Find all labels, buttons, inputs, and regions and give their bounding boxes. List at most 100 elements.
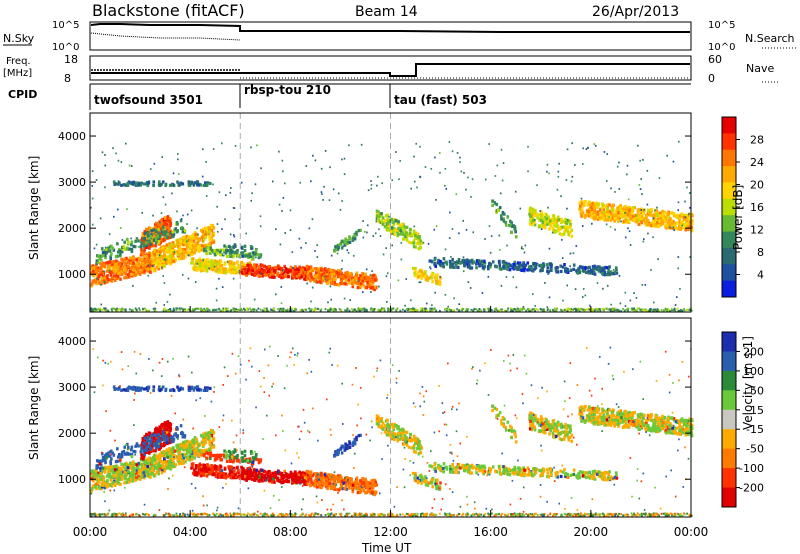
power-echo-pixel	[199, 263, 203, 267]
velocity-echo-pixel	[146, 461, 150, 465]
power-echo-pixel	[254, 248, 258, 252]
power-nearrange-pixel	[597, 308, 599, 311]
velocity-echo-pixel	[112, 470, 115, 475]
power-echo-pixel	[260, 267, 264, 272]
power-nearrange-pixel	[270, 308, 272, 311]
power-nearrange-pixel	[333, 307, 336, 310]
power-nearrange-pixel	[222, 309, 224, 312]
power-echo-pixel	[254, 268, 258, 272]
velocity-echo-pixel	[111, 467, 114, 471]
power-noise-pixel	[324, 149, 327, 152]
power-echo-pixel	[99, 262, 102, 266]
power-nearrange-pixel	[111, 307, 114, 310]
power-echo-pixel	[626, 213, 629, 217]
power-echo-pixel	[617, 209, 621, 213]
power-nearrange-pixel	[673, 308, 676, 311]
power-echo-pixel	[413, 271, 416, 275]
power-echo-pixel	[108, 267, 112, 272]
power-noise-pixel	[449, 211, 451, 214]
power-echo-pixel	[319, 270, 323, 274]
power-echo-pixel	[428, 276, 431, 280]
velocity-echo-pixel	[124, 473, 127, 477]
power-nearrange-pixel	[681, 309, 684, 312]
power-echo-pixel	[520, 268, 523, 273]
power-echo-pixel	[253, 263, 256, 267]
power-echo-pixel	[335, 282, 339, 287]
power-noise-pixel	[512, 276, 515, 279]
power-noise-pixel	[281, 210, 283, 212]
power-nearrange-pixel	[316, 307, 319, 310]
power-echo-pixel	[251, 255, 255, 259]
freq-tick-top: 18	[64, 53, 78, 66]
power-nearrange-pixel	[378, 310, 381, 313]
power-echo-pixel	[139, 265, 142, 269]
power-nearrange-pixel	[165, 309, 168, 312]
power-echo-pixel	[359, 274, 362, 278]
power-noise-pixel	[91, 170, 94, 173]
power-nearrange-pixel	[345, 310, 348, 313]
power-echo-pixel	[128, 269, 132, 273]
power-echo-pixel	[217, 248, 221, 252]
power-echo-pixel	[227, 244, 231, 248]
power-noise-pixel	[591, 222, 593, 225]
cpid-mode-tau: tau (fast) 503	[394, 93, 487, 107]
power-nearrange-pixel	[285, 309, 288, 312]
power-echo-pixel	[353, 237, 357, 241]
power-echo-pixel	[135, 258, 139, 262]
power-echo-pixel	[591, 202, 594, 206]
power-nearrange-pixel	[226, 307, 229, 310]
power-echo-pixel	[280, 267, 284, 271]
power-echo-pixel	[540, 224, 544, 228]
power-echo-pixel	[193, 251, 197, 255]
cpid-label: CPID	[8, 88, 37, 101]
power-nearrange-pixel	[419, 309, 422, 312]
velocity-echo-pixel	[99, 472, 103, 476]
power-echo-pixel	[165, 247, 169, 251]
power-nearrange-pixel	[320, 308, 323, 311]
power-echo-pixel	[236, 261, 239, 265]
power-nearrange-pixel	[220, 309, 223, 312]
power-nearrange-pixel	[308, 307, 311, 310]
power-noise-pixel	[329, 285, 332, 288]
power-echo-pixel	[233, 243, 237, 247]
power-echo-pixel	[306, 268, 310, 272]
power-echo-pixel	[143, 237, 147, 241]
power-echo-pixel	[264, 273, 267, 277]
power-echo-pixel	[468, 262, 471, 266]
power-noise-pixel	[308, 227, 311, 230]
velocity-echo-pixel	[131, 473, 135, 477]
power-noise-pixel	[186, 240, 188, 243]
power-noise-pixel	[570, 180, 573, 183]
power-echo-pixel	[253, 273, 256, 277]
velocity-echo-pixel	[146, 457, 149, 461]
power-nearrange-pixel	[382, 308, 385, 311]
power-noise-pixel	[279, 243, 282, 246]
power-nearrange-pixel	[387, 309, 390, 312]
power-echo-pixel	[200, 228, 203, 233]
power-echo-pixel	[658, 218, 661, 222]
power-noise-pixel	[108, 269, 111, 272]
power-noise-pixel	[197, 233, 200, 236]
power-noise-pixel	[386, 300, 388, 303]
power-echo-pixel	[398, 232, 402, 236]
power-echo-pixel	[183, 229, 187, 233]
power-nearrange-pixel	[536, 308, 539, 311]
power-echo-pixel	[160, 237, 163, 242]
power-echo-pixel	[229, 270, 233, 275]
power-nearrange-pixel	[286, 308, 289, 311]
power-echo-pixel	[164, 220, 167, 224]
power-echo-pixel	[592, 215, 596, 220]
power-echo-pixel	[115, 262, 118, 267]
power-echo-pixel	[248, 252, 251, 257]
power-echo-pixel	[607, 267, 610, 272]
power-echo-pixel	[134, 266, 138, 270]
power-echo-pixel	[207, 262, 211, 267]
power-nearrange-pixel	[355, 310, 358, 313]
power-echo-pixel	[114, 269, 118, 274]
velocity-echo-pixel	[113, 470, 117, 475]
power-echo-pixel	[165, 260, 169, 264]
power-echo-pixel	[146, 265, 150, 269]
power-noise-pixel	[130, 165, 133, 167]
power-echo-pixel	[176, 250, 180, 254]
